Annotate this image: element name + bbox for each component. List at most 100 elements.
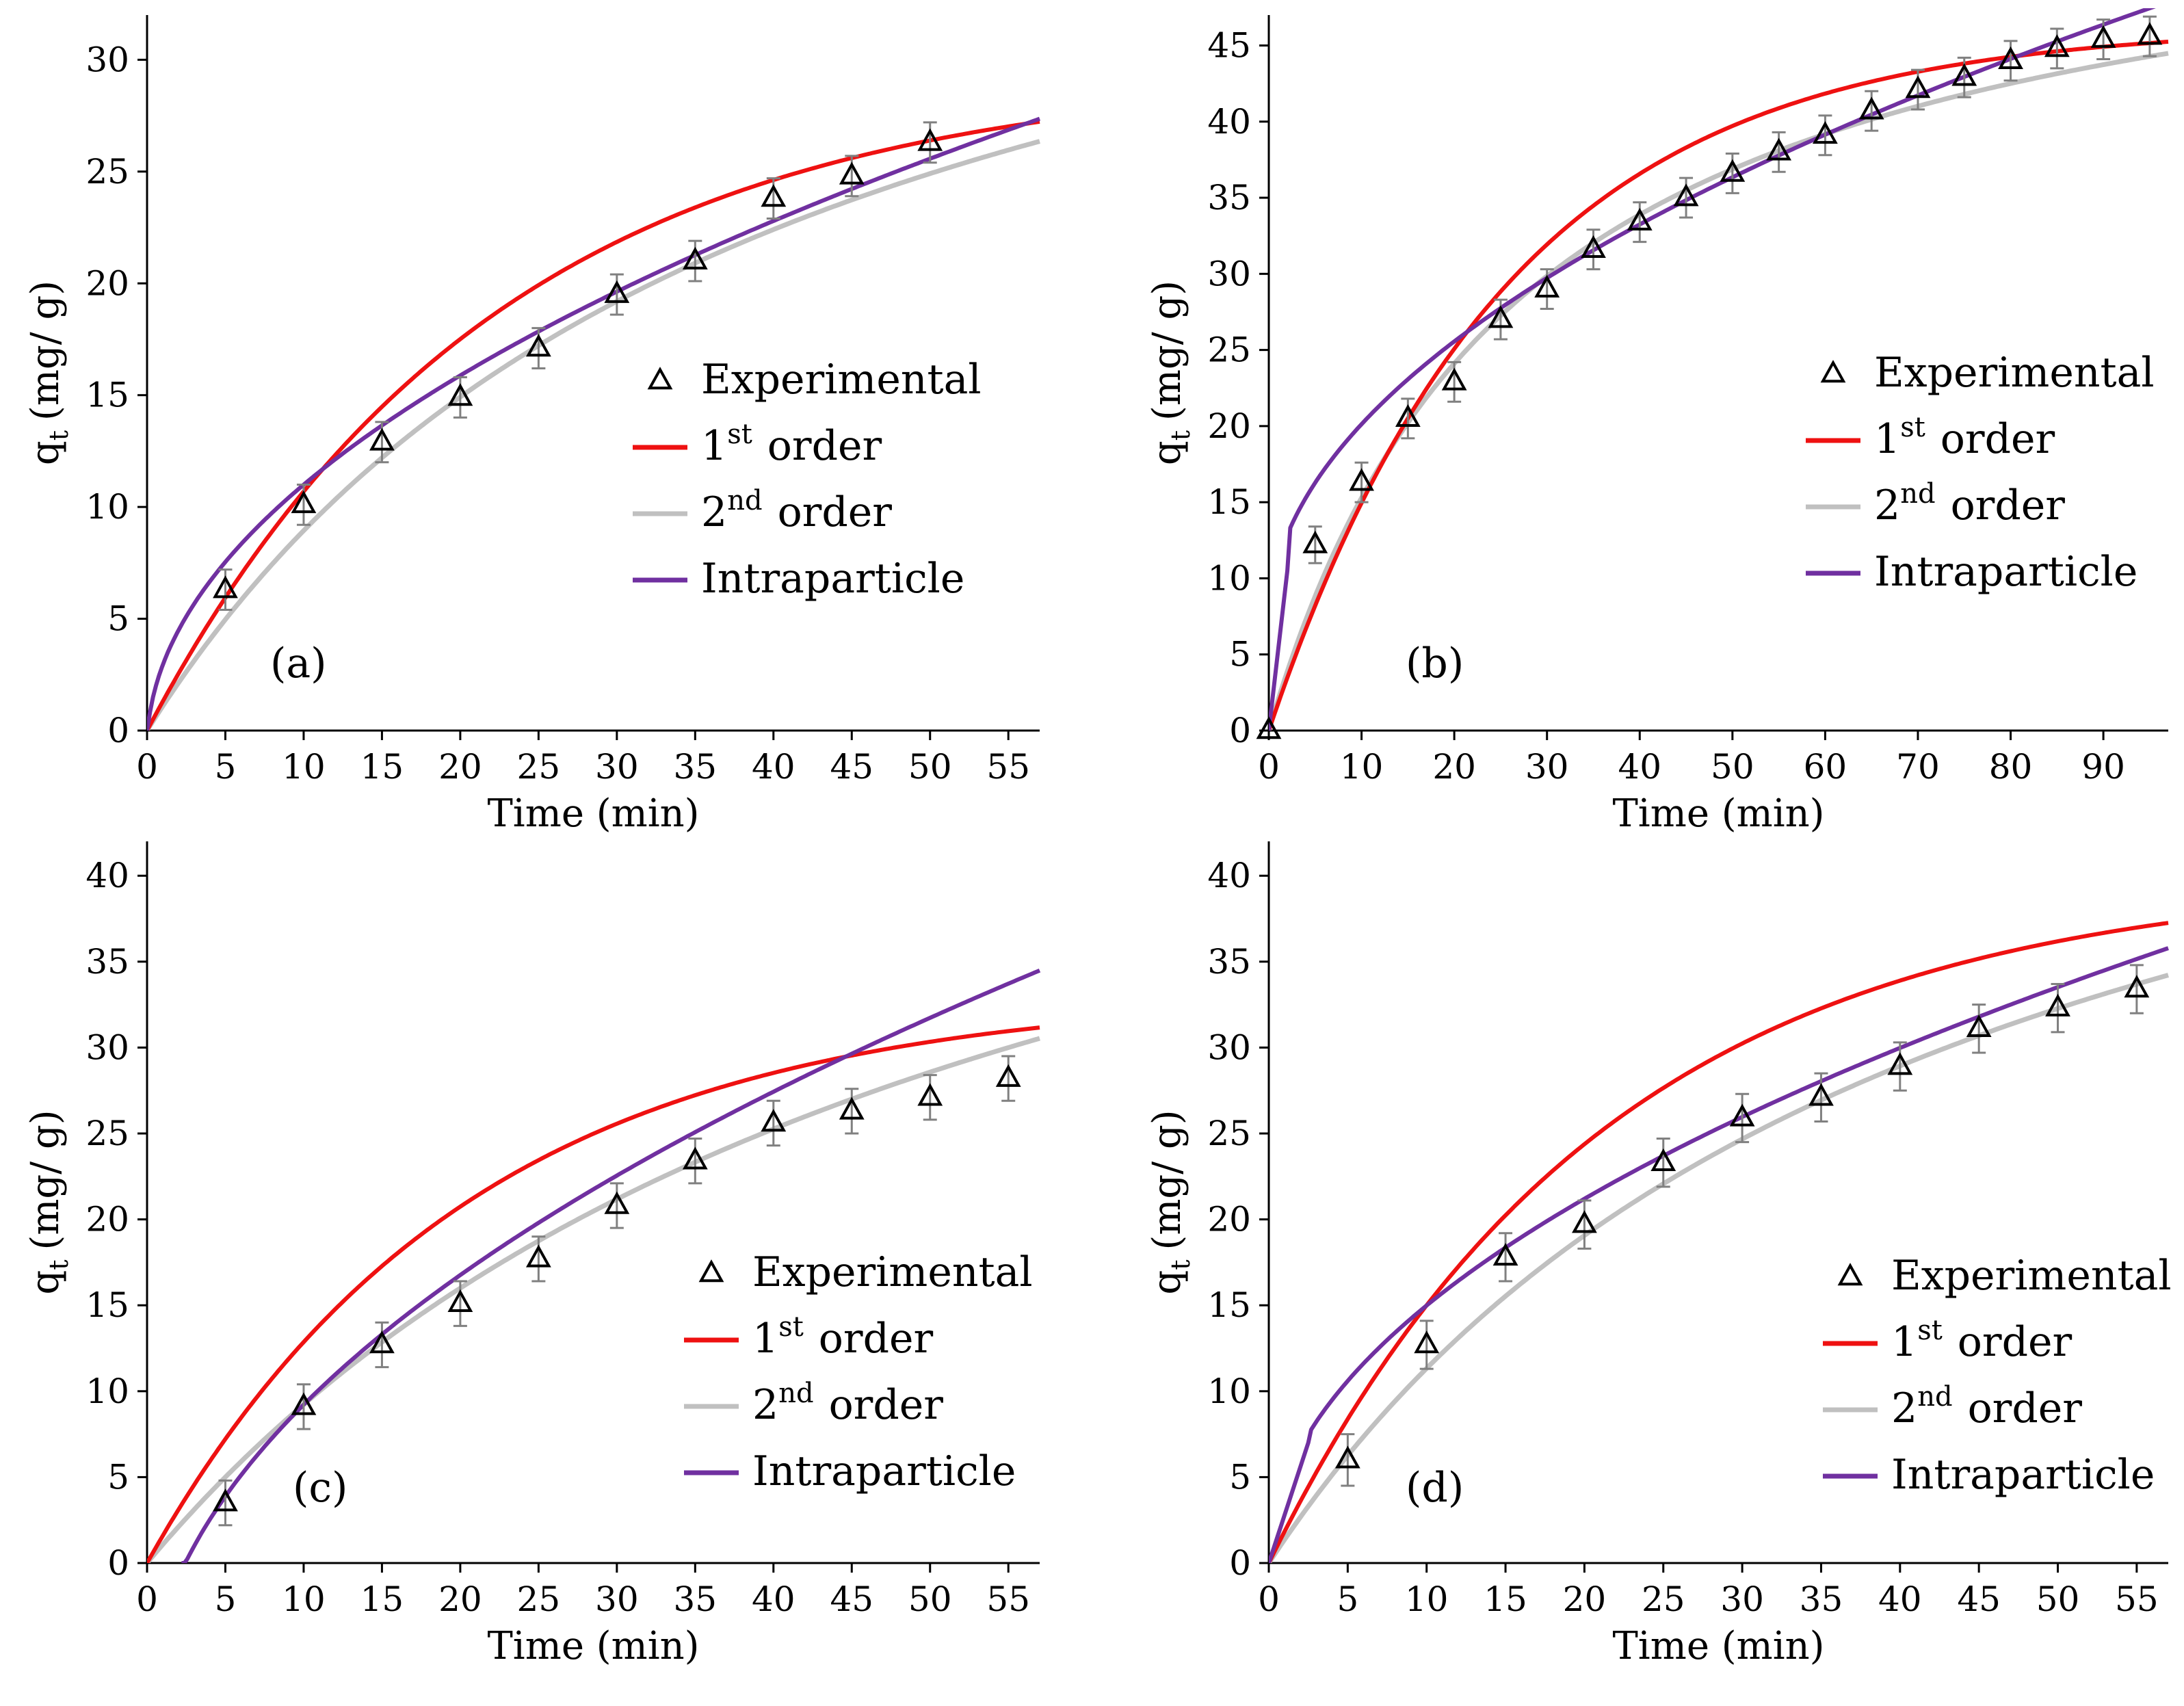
x-tick-label: 55 (2115, 1579, 2159, 1619)
y-axis-title: qt (mg/ g) (23, 1110, 74, 1294)
error-bar (2051, 982, 2065, 1034)
x-tick-label: 0 (136, 747, 158, 787)
second-order-line (147, 139, 1040, 731)
legend-experimental-label: Experimental (1891, 1252, 2172, 1300)
y-tick-label: 5 (1229, 1457, 1251, 1497)
panel-label: (a) (270, 640, 327, 687)
legend-intraparticle-label: Intraparticle (701, 555, 964, 603)
experimental-point (682, 246, 708, 270)
error-bar (2129, 964, 2144, 1014)
chart-panel-b: 0 5 10 15 20 25 30 35 40 45 0 10 20 30 40 50 60 70 80 90 Tim… (1145, 8, 2169, 836)
legend: Experimental 1st order 2nd order Intraparticl… (1823, 1252, 2172, 1499)
experimental-point (2137, 22, 2163, 45)
x-tick-label: 5 (215, 1579, 237, 1619)
experimental-point (525, 334, 551, 357)
x-tick-label: 0 (136, 1579, 158, 1619)
legend-experimental-marker (698, 1259, 724, 1283)
x-tick-label: 40 (752, 747, 795, 787)
error-bar (1972, 1003, 1986, 1054)
x-tick-label: 5 (215, 747, 237, 787)
experimental-point (917, 1083, 943, 1106)
x-tick-label: 35 (1800, 1579, 1843, 1619)
y-tick-label: 40 (1207, 102, 1251, 142)
chart-panel-a: 0 5 10 15 20 25 30 0 5 10 15 20 25 30 35 40 45 50 55 Time (… (23, 15, 1041, 836)
x-axis-title: Time (min) (487, 1624, 699, 1668)
y-tick-label: 25 (85, 1114, 129, 1153)
x-tick-label: 30 (595, 1579, 639, 1619)
experimental-point (1951, 63, 1977, 86)
y-tick-label: 10 (85, 1372, 129, 1411)
x-axis-title: Time (min) (1612, 1624, 1824, 1668)
experimental-point (1905, 75, 1931, 99)
x-tick-label: 50 (2036, 1579, 2080, 1619)
x-tick-label: 40 (1618, 747, 1661, 787)
x-tick-label: 25 (1642, 1579, 1685, 1619)
x-axis-title: Time (min) (1612, 791, 1824, 836)
y-axis-title-unit: (mg/ g) (23, 1110, 68, 1250)
experimental-point (369, 1330, 395, 1354)
legend: Experimental 1st order 2nd order Intraparticl… (633, 356, 982, 603)
error-bar (1341, 1433, 1355, 1487)
legend-first-order-label: 1st order (1891, 1315, 2073, 1366)
x-tick-label: 45 (830, 1579, 873, 1619)
legend-second-order-label: 2nd order (701, 485, 892, 536)
first-order-line (147, 1025, 1040, 1563)
experimental-point (447, 1289, 473, 1312)
y-tick-label: 25 (1207, 330, 1251, 370)
y-tick-label: 25 (1207, 1114, 1251, 1153)
y-axis-title: qt (mg/ g) (1145, 1110, 1196, 1294)
y-axis-title-unit: (mg/ g) (1145, 280, 1189, 421)
error-bar (609, 1182, 624, 1229)
experimental-point (1813, 120, 1838, 144)
experimental-point (1534, 274, 1560, 298)
x-tick-label: 0 (1258, 1579, 1280, 1619)
y-tick-label: 10 (85, 487, 129, 527)
legend-experimental-label: Experimental (752, 1248, 1033, 1296)
x-tick-label: 10 (1405, 1579, 1449, 1619)
y-axis-title-unit: (mg/ g) (1145, 1110, 1189, 1250)
y-tick-label: 0 (1229, 1543, 1251, 1583)
y-tick-label: 25 (85, 152, 129, 192)
y-tick-label: 20 (1207, 406, 1251, 446)
experimental-point (1441, 367, 1467, 391)
experimental-point (1766, 137, 1792, 161)
legend-first-order-label: 1st order (701, 419, 882, 470)
y-tick-label: 10 (1207, 1372, 1251, 1411)
experimental-point (1572, 1210, 1597, 1233)
y-tick-label: 40 (85, 856, 129, 895)
legend-experimental-label: Experimental (1874, 349, 2155, 397)
y-tick-label: 5 (107, 1457, 129, 1497)
experimental-point (1627, 207, 1653, 231)
second-order-line (1269, 51, 2169, 731)
intraparticle-line (181, 968, 1041, 1563)
experimental-point (604, 1191, 630, 1214)
legend-first-order-label: 1st order (1874, 412, 2055, 463)
error-bar (1893, 1041, 1907, 1092)
y-tick-label: 5 (1229, 635, 1251, 674)
y-axis-title-sub: t (44, 1260, 74, 1270)
x-tick-label: 45 (1957, 1579, 2001, 1619)
x-tick-label: 40 (752, 1579, 795, 1619)
x-tick-label: 10 (282, 747, 326, 787)
x-tick-label: 35 (674, 747, 718, 787)
x-tick-label: 20 (1432, 747, 1476, 787)
experimental-point (839, 1097, 865, 1120)
experimental-point (1887, 1052, 1913, 1075)
y-tick-label: 40 (1207, 856, 1251, 895)
x-tick-label: 50 (1711, 747, 1754, 787)
experimental-point (1966, 1014, 1992, 1038)
x-axis-title: Time (min) (487, 791, 699, 836)
legend-second-order-label: 2nd order (1874, 478, 2065, 529)
chart-panel-c: 0 5 10 15 20 25 30 35 40 0 5 10 15 20 25 30 35 40 45 50 55 Ti… (23, 841, 1041, 1668)
error-bar (453, 1280, 467, 1327)
y-tick-label: 5 (107, 599, 129, 639)
y-axis-title-sub: t (1166, 430, 1196, 441)
x-tick-label: 50 (908, 1579, 952, 1619)
error-bar (845, 1088, 859, 1135)
y-tick-label: 20 (85, 1200, 129, 1239)
y-tick-label: 20 (1207, 1200, 1251, 1239)
panel-label: (c) (293, 1464, 347, 1512)
experimental-point (1650, 1148, 1676, 1171)
error-bar (1001, 1055, 1016, 1102)
x-tick-label: 20 (438, 747, 482, 787)
